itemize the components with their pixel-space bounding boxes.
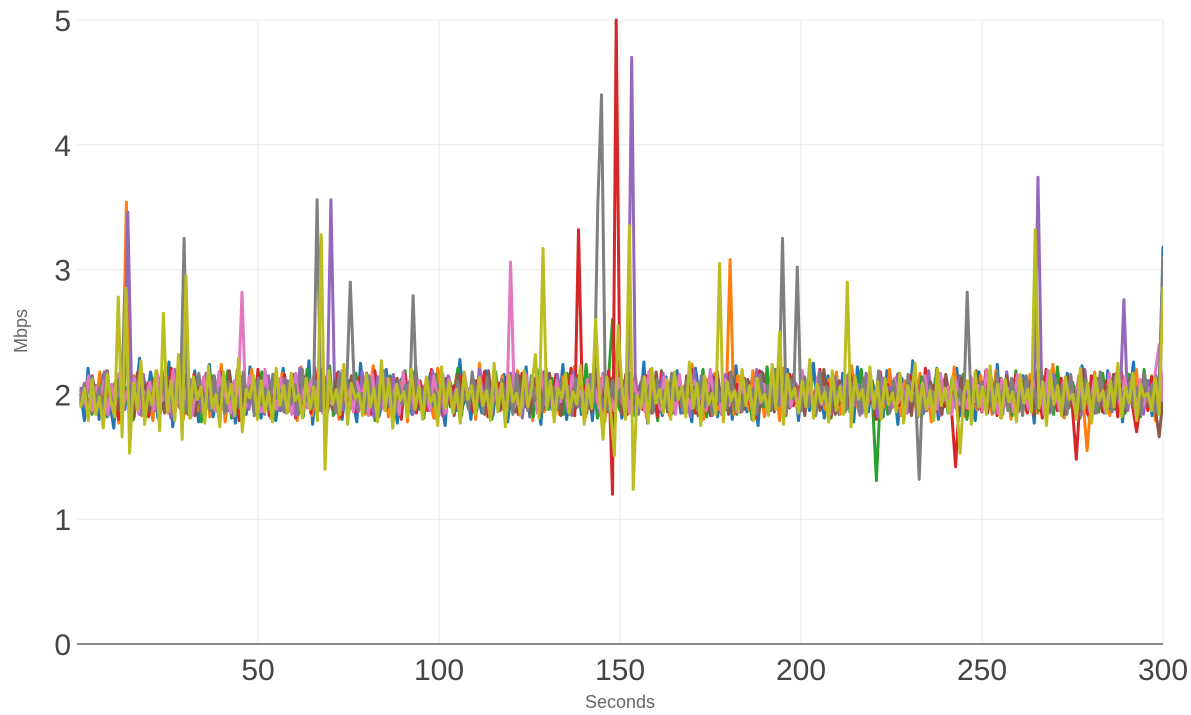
- x-tick-label: 300: [1138, 654, 1188, 687]
- y-tick-label: 2: [54, 379, 71, 412]
- plot-area: [79, 18, 1163, 496]
- x-tick-label: 50: [241, 654, 274, 687]
- axes: 0 1 2 3 4 5 50 100 150 200 250 300: [54, 5, 1188, 687]
- y-tick-label: 4: [54, 130, 71, 163]
- y-tick-label: 0: [54, 629, 71, 662]
- x-axis-title: Seconds: [585, 692, 655, 712]
- y-tick-label: 1: [54, 504, 71, 537]
- y-tick-label: 3: [54, 255, 71, 288]
- y-axis-title: Mbps: [11, 309, 31, 353]
- x-tick-label: 250: [957, 654, 1007, 687]
- x-tick-label: 100: [414, 654, 464, 687]
- y-tick-label: 5: [54, 5, 71, 38]
- x-tick-label: 200: [776, 654, 826, 687]
- x-tick-label: 150: [595, 654, 645, 687]
- series-line-9: [79, 224, 1163, 491]
